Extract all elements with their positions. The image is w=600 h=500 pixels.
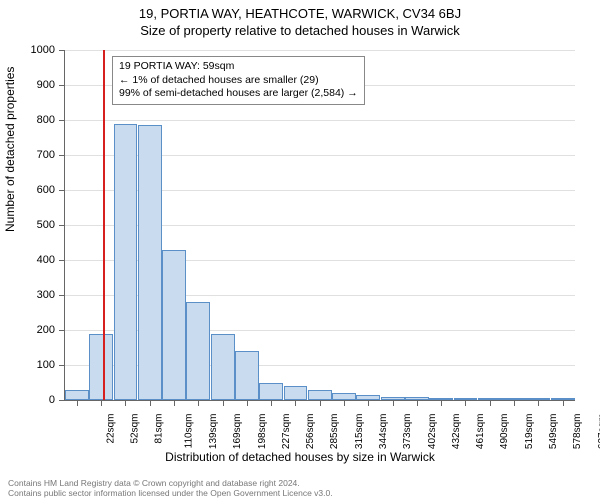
x-axis-title: Distribution of detached houses by size …: [0, 450, 600, 464]
x-tick: [393, 400, 394, 406]
y-tick-label: 300: [15, 289, 55, 301]
x-tick-label: 402sqm: [427, 414, 438, 450]
histogram-bar: [186, 302, 210, 400]
annotation-line1: 19 PORTIA WAY: 59sqm: [119, 60, 358, 74]
x-tick: [223, 400, 224, 406]
y-tick: [59, 85, 65, 86]
chart-container: 19, PORTIA WAY, HEATHCOTE, WARWICK, CV34…: [0, 0, 600, 500]
x-tick: [198, 400, 199, 406]
y-tick-label: 600: [15, 184, 55, 196]
histogram-bar: [114, 124, 138, 401]
x-tick: [320, 400, 321, 406]
x-tick-label: 139sqm: [208, 414, 219, 450]
y-tick-label: 700: [15, 149, 55, 161]
histogram-bar: [235, 351, 259, 400]
x-tick: [490, 400, 491, 406]
chart-subtitle: Size of property relative to detached ho…: [0, 21, 600, 38]
x-tick-label: 373sqm: [402, 414, 413, 450]
histogram-bar: [284, 386, 308, 400]
x-tick: [174, 400, 175, 406]
histogram-bar: [89, 334, 113, 401]
x-tick-label: 432sqm: [451, 414, 462, 450]
x-tick: [150, 400, 151, 406]
x-tick: [271, 400, 272, 406]
x-tick: [563, 400, 564, 406]
x-tick: [538, 400, 539, 406]
y-tick: [59, 365, 65, 366]
y-tick-label: 1000: [15, 44, 55, 56]
y-tick: [59, 225, 65, 226]
annotation-line2: ← 1% of detached houses are smaller (29): [119, 74, 358, 88]
footer: Contains HM Land Registry data © Crown c…: [8, 478, 333, 498]
grid-line: [65, 120, 575, 121]
x-tick: [514, 400, 515, 406]
y-tick-label: 400: [15, 254, 55, 266]
x-tick-label: 227sqm: [281, 414, 292, 450]
x-tick: [77, 400, 78, 406]
y-tick: [59, 50, 65, 51]
x-tick-label: 110sqm: [183, 414, 194, 449]
chart-area: 0100200300400500600700800900100022sqm52s…: [64, 50, 574, 400]
y-tick: [59, 190, 65, 191]
x-tick: [344, 400, 345, 406]
y-tick: [59, 400, 65, 401]
x-tick-label: 81sqm: [154, 414, 165, 444]
footer-line1: Contains HM Land Registry data © Crown c…: [8, 478, 333, 488]
x-tick-label: 344sqm: [378, 414, 389, 450]
histogram-bar: [308, 390, 332, 401]
x-tick-label: 519sqm: [524, 414, 535, 450]
y-tick-label: 0: [15, 394, 55, 406]
y-tick: [59, 155, 65, 156]
chart-title: 19, PORTIA WAY, HEATHCOTE, WARWICK, CV34…: [0, 0, 600, 21]
x-tick-label: 490sqm: [500, 414, 511, 450]
x-tick: [465, 400, 466, 406]
histogram-bar: [162, 250, 186, 401]
y-tick: [59, 120, 65, 121]
x-tick-label: 52sqm: [130, 414, 141, 444]
y-tick: [59, 295, 65, 296]
x-tick: [441, 400, 442, 406]
y-tick-label: 200: [15, 324, 55, 336]
x-tick-label: 461sqm: [475, 414, 486, 450]
x-tick-label: 578sqm: [572, 414, 583, 450]
footer-line2: Contains public sector information licen…: [8, 488, 333, 498]
annotation-box: 19 PORTIA WAY: 59sqm ← 1% of detached ho…: [112, 56, 365, 105]
x-tick-label: 256sqm: [305, 414, 316, 450]
x-tick: [247, 400, 248, 406]
x-tick-label: 198sqm: [257, 414, 268, 450]
x-tick: [368, 400, 369, 406]
y-tick-label: 100: [15, 359, 55, 371]
y-tick-label: 800: [15, 114, 55, 126]
histogram-bar: [138, 125, 162, 400]
y-tick-label: 900: [15, 79, 55, 91]
x-tick: [125, 400, 126, 406]
histogram-bar: [332, 393, 356, 400]
x-tick-label: 549sqm: [548, 414, 559, 450]
histogram-bar: [259, 383, 283, 401]
marker-line: [103, 50, 105, 400]
y-tick: [59, 330, 65, 331]
x-tick-label: 315sqm: [354, 414, 365, 450]
y-tick: [59, 260, 65, 261]
histogram-bar: [65, 390, 89, 401]
histogram-bar: [211, 334, 235, 401]
x-tick-label: 169sqm: [232, 414, 243, 450]
x-tick: [101, 400, 102, 406]
x-tick-label: 285sqm: [330, 414, 341, 450]
annotation-line3: 99% of semi-detached houses are larger (…: [119, 87, 358, 101]
y-tick-label: 500: [15, 219, 55, 231]
x-tick: [417, 400, 418, 406]
x-tick: [295, 400, 296, 406]
grid-line: [65, 50, 575, 51]
x-tick-label: 22sqm: [105, 414, 116, 444]
